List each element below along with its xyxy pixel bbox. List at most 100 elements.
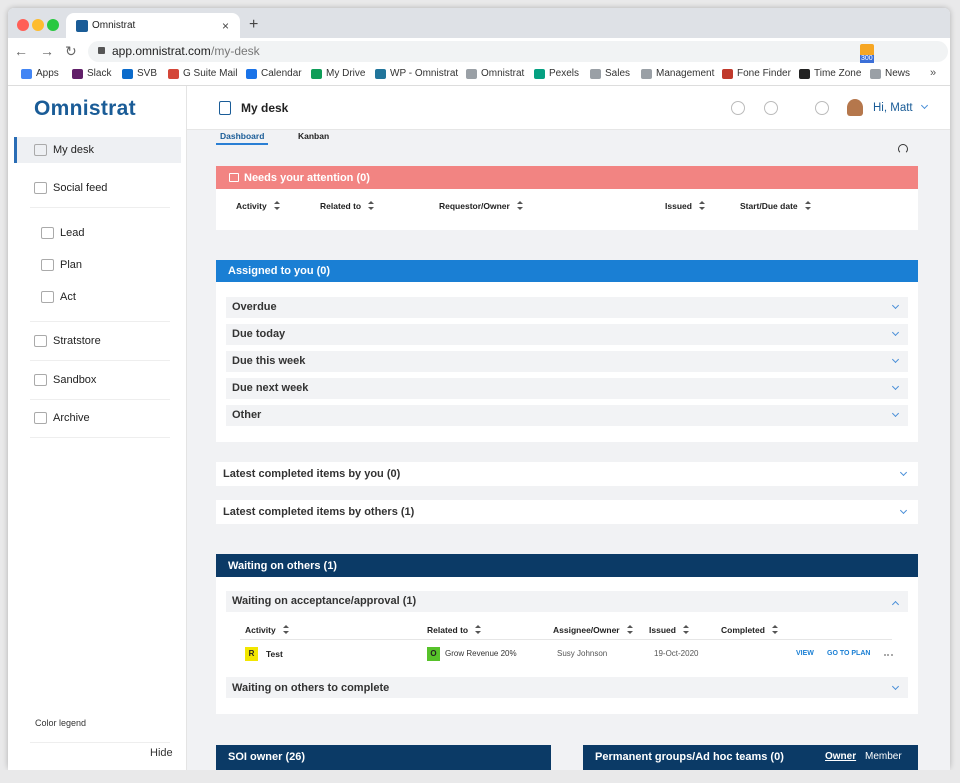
complete-row[interactable] — [226, 677, 908, 698]
approval-row[interactable] — [226, 591, 908, 612]
group-row[interactable] — [226, 405, 908, 426]
tab-underline — [216, 143, 268, 145]
sort-icon[interactable] — [772, 625, 778, 634]
bookmark[interactable]: News — [885, 68, 911, 79]
sort-icon[interactable] — [274, 201, 280, 210]
bookmark[interactable]: SVB — [137, 68, 158, 79]
group-row[interactable] — [226, 297, 908, 318]
nav-item[interactable]: Stratstore — [53, 335, 101, 347]
nav-item[interactable]: Sandbox — [53, 374, 97, 386]
bookmark-icon — [168, 69, 179, 79]
sort-icon[interactable] — [627, 625, 633, 634]
bookmark[interactable]: Omnistrat — [481, 68, 525, 79]
bookmark[interactable]: Management — [656, 68, 715, 79]
column-header[interactable]: Assignee/Owner — [553, 625, 620, 635]
bookmark[interactable]: Slack — [87, 68, 112, 79]
column-header[interactable]: Requestor/Owner — [439, 201, 510, 211]
group-row[interactable] — [226, 378, 908, 399]
bookmark-icon — [122, 69, 133, 79]
address-bar[interactable] — [88, 41, 948, 62]
nav-item[interactable]: Social feed — [53, 182, 108, 194]
column-header[interactable]: Related to — [427, 625, 469, 635]
nav-item[interactable]: Plan — [60, 259, 83, 271]
nav-icon — [34, 374, 47, 386]
nav-item[interactable]: Act — [60, 291, 76, 303]
tab[interactable] — [66, 13, 240, 38]
nav-icon — [34, 412, 47, 424]
settings-icon[interactable] — [764, 101, 778, 115]
nav-icon — [34, 182, 47, 194]
sort-icon[interactable] — [283, 625, 289, 634]
column-header[interactable]: Activity — [245, 625, 276, 635]
tab-dashboard[interactable]: Dashboard — [220, 131, 265, 141]
latest-label: Latest completed items by others (1) — [223, 506, 415, 518]
sort-icon[interactable] — [475, 625, 481, 634]
tab-title: Omnistrat — [92, 20, 136, 31]
latest-row[interactable] — [216, 500, 918, 524]
activity-name[interactable]: Test — [266, 649, 283, 659]
bookmark[interactable]: Fone Finder — [737, 68, 791, 79]
nav-item[interactable]: My desk — [53, 144, 94, 156]
bookmark[interactable]: Sales — [605, 68, 631, 79]
column-header[interactable]: Related to — [320, 201, 362, 211]
bookmark[interactable]: G Suite Mail — [183, 68, 238, 79]
nav-button[interactable]: ← — [14, 43, 28, 59]
related-name[interactable]: Grow Revenue 20% — [445, 649, 517, 658]
column-header[interactable]: Start/Due date — [740, 201, 798, 211]
group-row[interactable] — [226, 324, 908, 345]
bookmark-icon — [534, 69, 545, 79]
hide[interactable]: Hide — [150, 747, 173, 759]
bookmark[interactable]: WP - Omnistrat — [390, 68, 459, 79]
column-header[interactable]: Activity — [236, 201, 267, 211]
member-toggle[interactable]: Member — [865, 751, 902, 762]
go-to-plan-link[interactable]: GO TO PLAN — [827, 650, 871, 657]
column-header[interactable]: Issued — [649, 625, 676, 635]
nav-button[interactable]: ↻ — [65, 43, 77, 59]
attention-header — [216, 166, 918, 189]
tab-close[interactable]: × — [222, 19, 230, 33]
logo: Omnistrat — [34, 97, 136, 120]
column-header[interactable]: Completed — [721, 625, 765, 635]
bookmark[interactable]: Time Zone — [814, 68, 862, 79]
sidebar-divider — [30, 742, 170, 743]
bookmark[interactable]: Apps — [36, 68, 59, 79]
tab-kanban[interactable]: Kanban — [298, 131, 330, 141]
column-header[interactable]: Issued — [665, 201, 692, 211]
lock-icon — [98, 47, 105, 54]
help-icon[interactable] — [731, 101, 745, 115]
owner-toggle[interactable]: Owner — [825, 751, 857, 762]
nav-divider — [30, 321, 170, 322]
latest-label: Latest completed items by you (0) — [223, 468, 401, 480]
color-legend[interactable]: Color legend — [35, 718, 87, 728]
group-row[interactable] — [226, 351, 908, 372]
window-control[interactable] — [32, 19, 44, 31]
bookmarks-more[interactable]: » — [930, 67, 937, 79]
notifications-icon[interactable] — [815, 101, 829, 115]
nav-icon — [41, 291, 54, 303]
new-tab[interactable]: + — [249, 16, 259, 33]
extension-badge: 300 — [860, 55, 874, 63]
sort-icon[interactable] — [683, 625, 689, 634]
view-link[interactable]: VIEW — [796, 650, 814, 657]
nav-active — [14, 137, 181, 163]
group-label: Due next week — [232, 382, 309, 394]
sort-icon[interactable] — [368, 201, 374, 210]
nav-item[interactable]: Lead — [60, 227, 85, 239]
sort-icon[interactable] — [699, 201, 705, 210]
bookmark[interactable]: Calendar — [261, 68, 302, 79]
window-control[interactable] — [17, 19, 29, 31]
window-control[interactable] — [47, 19, 59, 31]
bookmark[interactable]: Pexels — [549, 68, 580, 79]
bookmark-icon — [722, 69, 733, 79]
sort-icon[interactable] — [517, 201, 523, 210]
latest-row[interactable] — [216, 462, 918, 486]
sort-icon[interactable] — [805, 201, 811, 210]
group-label: Other — [232, 409, 262, 421]
bookmark[interactable]: My Drive — [326, 68, 366, 79]
bookmark-icon — [311, 69, 322, 79]
nav-button[interactable]: → — [40, 43, 54, 59]
more-menu[interactable] — [884, 654, 893, 657]
refresh-icon[interactable] — [898, 144, 908, 154]
nav-item[interactable]: Archive — [53, 412, 90, 424]
greeting[interactable]: Hi, Matt — [873, 102, 913, 114]
